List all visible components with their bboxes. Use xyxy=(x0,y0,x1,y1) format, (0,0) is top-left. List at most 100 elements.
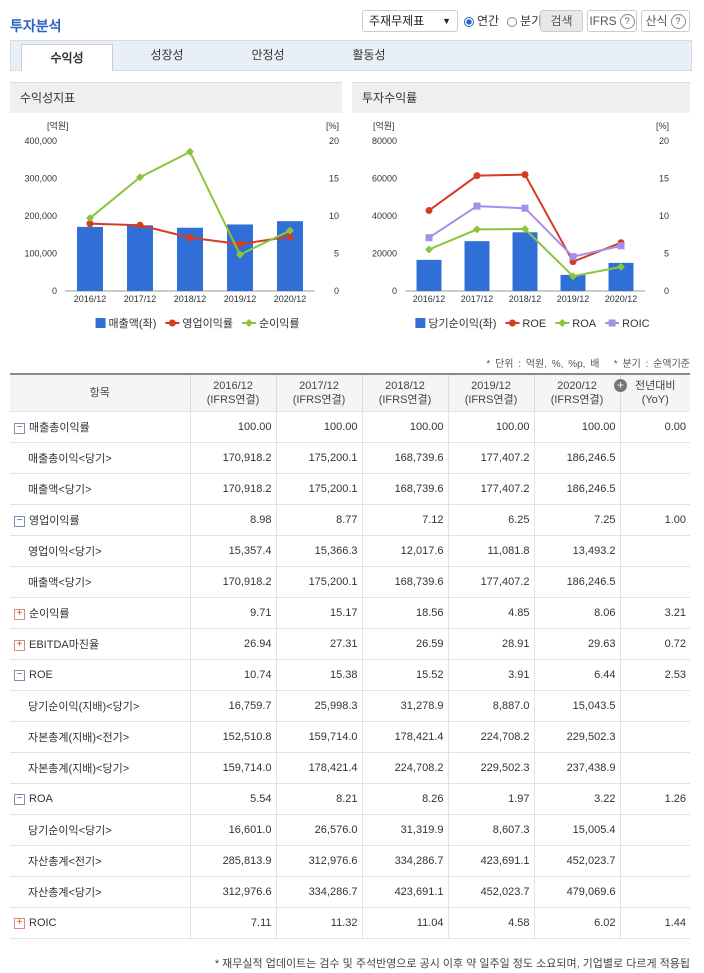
row-label: 자산총계<전기> xyxy=(28,856,102,868)
radio[interactable]: 분기 xyxy=(507,14,542,28)
row-label: 당기순이익(지배)<당기> xyxy=(28,701,140,713)
value-cell: 29.63 xyxy=(533,628,620,660)
point xyxy=(425,245,433,254)
table-row: − 매출총이익률 100.00 100.00 100.00 100.00 100.00 0.0… xyxy=(10,411,690,443)
value-cell: 6.25 xyxy=(447,504,534,536)
toggle-icon[interactable]: − xyxy=(14,793,25,805)
tab[interactable]: 활동성 xyxy=(352,48,386,62)
value-cell: 27.31 xyxy=(275,628,362,660)
value-cell: 178,421.4 xyxy=(275,752,362,784)
value-cell: 1.97 xyxy=(447,783,534,815)
value-cell: 6.02 xyxy=(533,907,620,939)
point xyxy=(186,147,194,156)
value-cell: 8.98 xyxy=(189,504,276,536)
legend-marker xyxy=(558,319,567,327)
button-label: 산식 xyxy=(645,14,668,28)
row-label: 영업이익<당기> xyxy=(28,546,102,558)
row-label: 순이익률 xyxy=(29,608,70,620)
value-cell: 15.38 xyxy=(275,659,362,691)
value-cell: 479,069.6 xyxy=(533,876,620,908)
point xyxy=(425,206,433,214)
row-label-cell: − ROE xyxy=(10,659,190,691)
y2-tick-label: 5 xyxy=(664,249,669,259)
legend-marker xyxy=(168,319,176,327)
row-label-cell: − ROA xyxy=(10,783,190,815)
legend-marker xyxy=(244,319,253,327)
point xyxy=(521,171,529,179)
notes: * 단위 : 억원, %, %p, 배 * 분기 : 순액기준 xyxy=(486,355,690,370)
row-label-cell: 자산총계<당기> xyxy=(10,876,190,908)
select-arrow: ▼ xyxy=(442,16,451,26)
value-cell: 15.52 xyxy=(361,659,448,691)
toggle-icon[interactable]: + xyxy=(14,639,25,651)
tab[interactable]: 성장성 xyxy=(150,48,184,62)
row-label-cell: 당기순이익(지배)<당기> xyxy=(10,690,190,722)
header-title: 2016/12 xyxy=(213,380,253,392)
tab[interactable]: 수익성 xyxy=(21,44,113,71)
x-tick-label: 2018/12 xyxy=(509,294,542,304)
toggle-icon[interactable]: − xyxy=(14,669,25,681)
value-cell: 6.44 xyxy=(533,659,620,691)
value-cell: 175,200.1 xyxy=(275,566,362,598)
row-label: 영업이익률 xyxy=(29,515,80,527)
toggle-icon[interactable]: − xyxy=(14,515,25,527)
header-cell: 2016/12 (IFRS연결) xyxy=(189,375,276,412)
row-label-cell: − 매출총이익률 xyxy=(10,411,190,443)
point xyxy=(473,225,481,234)
value-cell: 8.06 xyxy=(533,597,620,629)
value-cell: 18.56 xyxy=(361,597,448,629)
header-title: 2019/12 xyxy=(471,380,511,392)
bar xyxy=(77,226,103,291)
point xyxy=(617,262,625,271)
row-label-cell: 자본총계(지배)<당기> xyxy=(10,752,190,784)
value-cell: 170,918.2 xyxy=(189,473,276,505)
value-cell: 224,708.2 xyxy=(447,721,534,753)
row-label-cell: 자본총계(지배)<전기> xyxy=(10,721,190,753)
value-cell: 15,357.4 xyxy=(189,535,276,567)
button-label: IFRS xyxy=(589,14,617,28)
toggle-icon[interactable]: + xyxy=(14,917,25,929)
value-cell: 16,601.0 xyxy=(189,814,276,846)
point xyxy=(286,233,294,241)
row-label-cell: 자산총계<전기> xyxy=(10,845,190,877)
help-icon: ? xyxy=(619,14,635,30)
value-cell: 7.12 xyxy=(361,504,448,536)
radio-label: 연간 xyxy=(477,14,500,28)
value-cell: 11.32 xyxy=(275,907,362,939)
toggle-icon[interactable]: − xyxy=(14,422,25,434)
legend-swatch xyxy=(415,318,426,328)
value-cell: 100.00 xyxy=(275,411,362,443)
value-cell: 26.59 xyxy=(361,628,448,660)
value-cell: 312,976.6 xyxy=(275,845,362,877)
tab[interactable]: 안정성 xyxy=(251,48,285,62)
legend-label: 영업이익률 xyxy=(182,317,233,330)
y-tick-label: 80000 xyxy=(372,136,397,146)
statement-select[interactable]: 주재무제표 ▼ xyxy=(362,10,458,32)
value-cell: 15,005.4 xyxy=(533,814,620,846)
y2-tick-label: 20 xyxy=(659,136,669,146)
point xyxy=(136,221,144,229)
value-cell: 229,502.3 xyxy=(533,721,620,753)
header-cell: 2018/12 (IFRS연결) xyxy=(361,375,448,412)
value-cell: 11,081.8 xyxy=(447,535,534,567)
y2-tick-label: 10 xyxy=(329,211,339,221)
panel-title: 수익성지표 xyxy=(10,82,342,113)
value-cell: 175,200.1 xyxy=(275,442,362,474)
value-cell: 8.21 xyxy=(275,783,362,815)
chart-panel: 투자수익률 [억원] [%] 0 20000 40000 60000 80000 0 5 10 15 2… xyxy=(352,82,690,340)
x-tick-label: 2020/12 xyxy=(274,294,307,304)
chart-panel: 수익성지표 [억원] [%] 0 100,000 200,000 300,000 400,00… xyxy=(10,82,342,340)
toggle-icon[interactable]: + xyxy=(14,608,25,620)
value-cell: 168,739.6 xyxy=(361,442,448,474)
x-tick-label: 2017/12 xyxy=(461,294,494,304)
radio[interactable]: 연간 xyxy=(464,14,499,28)
add-icon[interactable]: + xyxy=(614,379,627,392)
button[interactable]: 산식? xyxy=(641,10,690,32)
button[interactable]: 검색 xyxy=(540,10,583,32)
select-text: 주재무제표 xyxy=(369,14,425,28)
button[interactable]: IFRS? xyxy=(587,10,637,32)
value-cell: 168,739.6 xyxy=(361,473,448,505)
value-cell: 31,319.9 xyxy=(361,814,448,846)
y-tick-label: 60000 xyxy=(372,174,397,184)
value-cell: 229,502.3 xyxy=(447,752,534,784)
